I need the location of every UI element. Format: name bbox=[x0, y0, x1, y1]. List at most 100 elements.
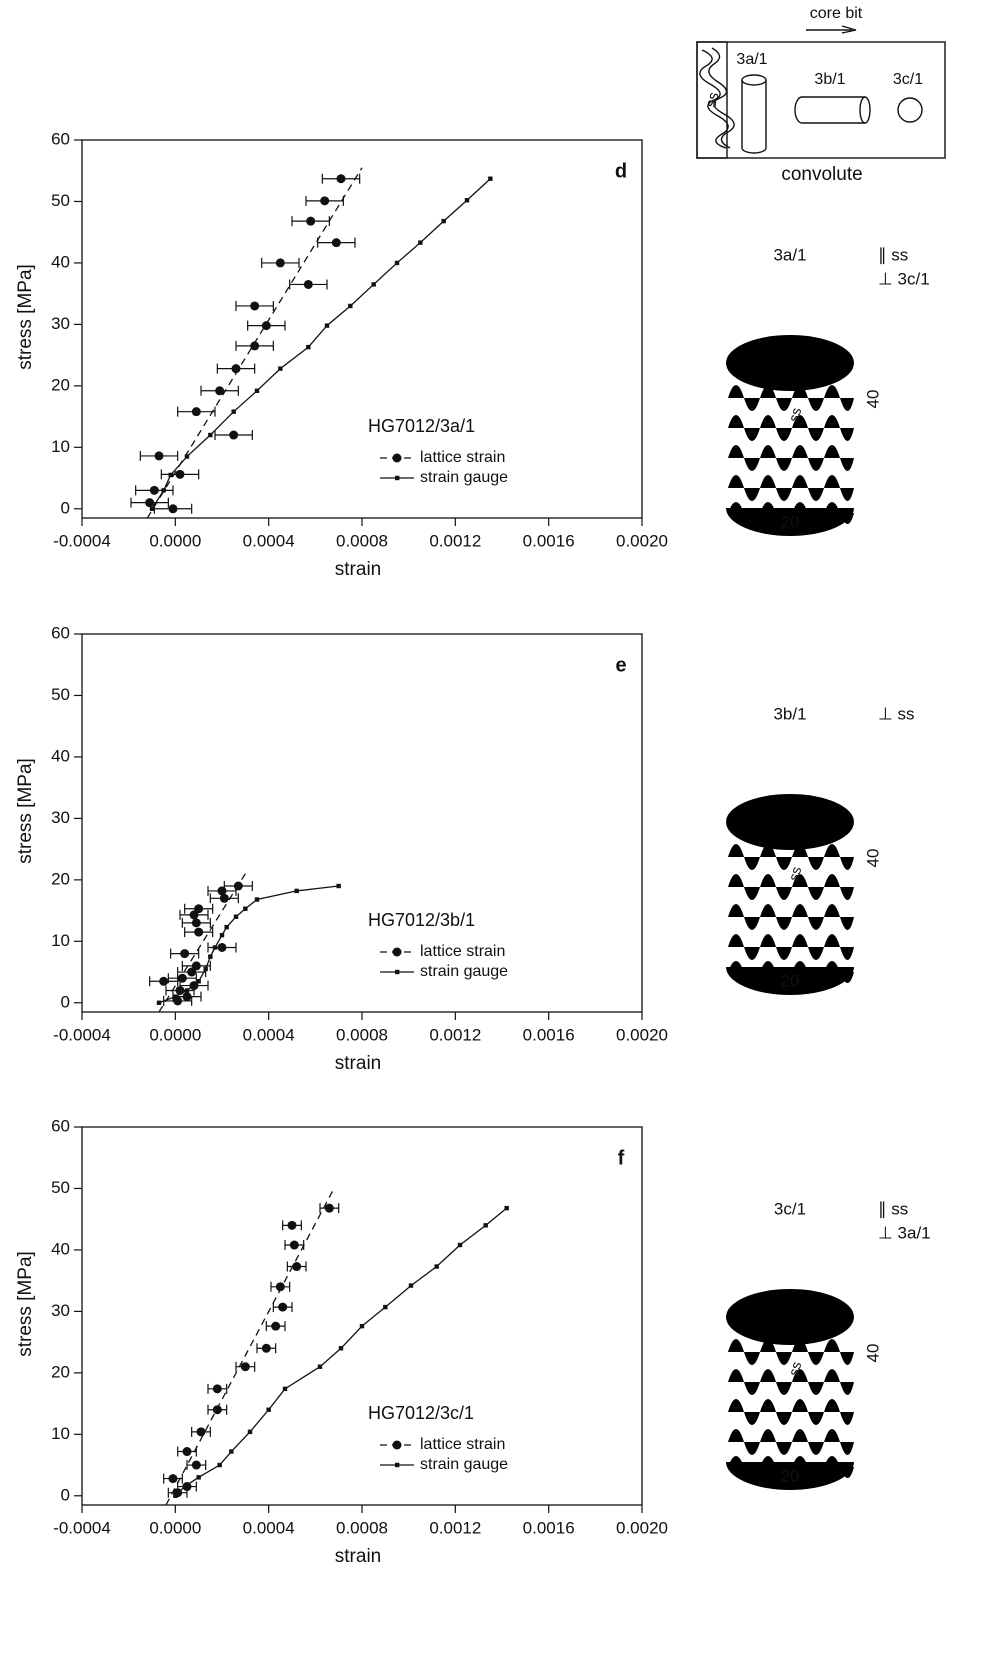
sample-3a bbox=[741, 80, 767, 154]
strip-wave bbox=[708, 47, 735, 149]
x-tick-label: 0.0004 bbox=[243, 1025, 295, 1044]
annotation: HG7012/3c/1 bbox=[368, 1403, 474, 1423]
cylinder bbox=[726, 1289, 874, 1490]
gauge-point bbox=[184, 988, 190, 993]
y-tick-label: 60 bbox=[51, 129, 70, 148]
x-tick-label: 0.0000 bbox=[149, 1025, 201, 1044]
lattice-point bbox=[303, 279, 313, 289]
gauge-point bbox=[161, 488, 166, 493]
gauge-point bbox=[233, 914, 239, 919]
orientation-label: ⊥ 3a/1 bbox=[878, 1223, 931, 1242]
orientation-label: ⊥ 3c/1 bbox=[878, 269, 930, 288]
x-tick-label: 0.0012 bbox=[429, 1025, 481, 1044]
gauge-point bbox=[434, 1264, 439, 1269]
gauge-point bbox=[338, 1346, 344, 1351]
y-tick-label: 50 bbox=[51, 1178, 70, 1197]
height-label: 40 bbox=[863, 1344, 882, 1363]
gauge-point bbox=[203, 966, 208, 972]
lattice-point bbox=[261, 321, 271, 331]
lattice-point bbox=[240, 1362, 250, 1372]
x-tick-label: 0.0000 bbox=[149, 531, 201, 550]
x-tick-label: -0.0004 bbox=[53, 531, 111, 550]
orientation-label: ∥ ss bbox=[878, 1199, 908, 1218]
gauge-point bbox=[168, 472, 173, 478]
x-tick-label: 0.0008 bbox=[336, 1025, 388, 1044]
lattice-point bbox=[182, 992, 192, 1002]
gauge-point bbox=[212, 945, 218, 950]
gauge-point bbox=[173, 1493, 178, 1498]
gauge-point bbox=[231, 409, 236, 414]
x-tick-label: -0.0004 bbox=[53, 1025, 111, 1044]
y-axis-label: stress [MPa] bbox=[15, 758, 36, 864]
gauge-point bbox=[336, 883, 341, 889]
plot-frame bbox=[81, 139, 643, 519]
gauge-point bbox=[219, 932, 225, 938]
y-tick-label: 30 bbox=[51, 314, 70, 333]
y-tick-label: 0 bbox=[61, 992, 70, 1011]
lattice-point bbox=[154, 451, 164, 461]
y-tick-label: 10 bbox=[51, 437, 70, 456]
x-tick-label: 0.0020 bbox=[616, 531, 668, 550]
x-axis-label: strain bbox=[335, 1546, 381, 1567]
gauge-point bbox=[182, 1484, 187, 1489]
lattice-point bbox=[149, 485, 159, 495]
arrow-label: core bit bbox=[810, 5, 863, 22]
gauge-point bbox=[483, 1223, 488, 1228]
box-caption: convolute bbox=[781, 164, 862, 185]
y-tick-label: 40 bbox=[51, 746, 70, 765]
annotation: HG7012/3a/1 bbox=[368, 416, 475, 436]
x-tick-label: 0.0016 bbox=[523, 1025, 575, 1044]
strip-wave bbox=[699, 49, 729, 149]
lattice-point bbox=[187, 967, 197, 977]
gauge-point bbox=[394, 260, 400, 266]
width-label: 20 bbox=[781, 1466, 800, 1485]
sample-label: 3a/1 bbox=[736, 51, 767, 68]
lattice-point bbox=[217, 942, 227, 952]
gauge-point bbox=[383, 1304, 388, 1310]
y-tick-label: 0 bbox=[61, 1485, 70, 1504]
lattice-point bbox=[275, 1282, 285, 1292]
lattice-point bbox=[320, 196, 330, 206]
y-tick-label: 30 bbox=[51, 808, 70, 827]
gauge-point bbox=[324, 323, 330, 328]
legend-label: strain gauge bbox=[420, 469, 508, 486]
lattice-point bbox=[191, 407, 201, 417]
lattice-point bbox=[233, 881, 243, 891]
lattice-point bbox=[231, 364, 241, 374]
lattice-point bbox=[292, 1262, 302, 1272]
lattice-point bbox=[275, 258, 285, 268]
cylinder-label: 3b/1 bbox=[773, 704, 806, 723]
strip-label: ss bbox=[702, 90, 722, 109]
lattice-point bbox=[194, 904, 204, 914]
legend-marker bbox=[395, 475, 400, 481]
legend-label: strain gauge bbox=[420, 1456, 508, 1473]
gauge-point bbox=[254, 388, 260, 393]
lattice-point bbox=[250, 341, 260, 351]
width-label: 20 bbox=[781, 512, 800, 531]
lattice-point bbox=[250, 301, 260, 311]
lattice-point bbox=[278, 1302, 288, 1312]
y-tick-label: 50 bbox=[51, 685, 70, 704]
lattice-point bbox=[177, 973, 187, 983]
gauge-point bbox=[441, 218, 446, 224]
gauge-point bbox=[278, 366, 283, 371]
annotation: HG7012/3b/1 bbox=[368, 910, 475, 930]
gauge-point bbox=[243, 906, 248, 911]
plot-frame bbox=[81, 1126, 643, 1506]
arrow-head bbox=[841, 25, 857, 34]
gauge-point bbox=[156, 1000, 162, 1005]
gauge-point bbox=[504, 1205, 509, 1211]
lattice-point bbox=[215, 386, 225, 396]
y-axis-label: stress [MPa] bbox=[15, 264, 36, 370]
gauge-point bbox=[217, 1462, 222, 1468]
gauge-point bbox=[208, 432, 213, 438]
y-tick-label: 60 bbox=[51, 1116, 70, 1135]
lattice-point bbox=[189, 910, 199, 920]
y-tick-label: 40 bbox=[51, 1239, 70, 1258]
lattice-point bbox=[287, 1220, 297, 1230]
core-diagram bbox=[696, 25, 946, 1490]
legend-marker bbox=[392, 453, 402, 463]
cylinder bbox=[726, 794, 874, 995]
